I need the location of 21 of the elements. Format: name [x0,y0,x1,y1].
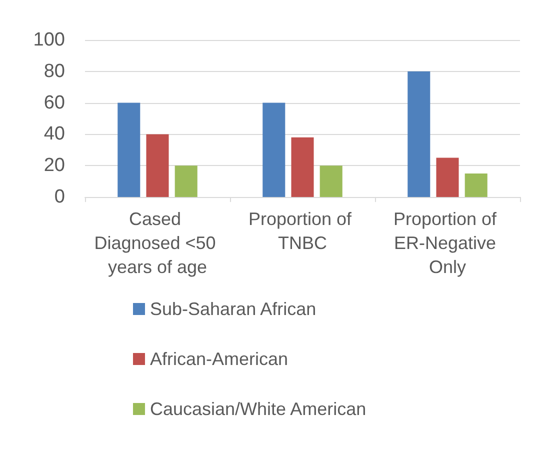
x-tick-label: Cased Diagnosed <50 years of age [94,209,221,277]
legend-label: African-American [150,349,288,369]
legend-label: Caucasian/White American [150,399,366,419]
y-tick-label: 80 [44,60,65,82]
bar [320,166,342,197]
x-tick-label: Proportion of ER-Negative Only [393,209,502,277]
legend-label: Sub-Saharan African [150,299,316,319]
bar [146,134,169,197]
x-tick-label: Proportion of TNBC [248,209,357,253]
bar [436,158,459,197]
bar [464,173,488,197]
y-tick-label: 20 [44,155,65,176]
y-tick-label: 0 [54,186,65,208]
bar [118,102,140,197]
bar [291,137,314,197]
y-tick-label: 40 [44,124,65,145]
bar [262,102,286,197]
bar [408,71,430,197]
y-tick-label: 60 [44,92,65,114]
bar [174,166,198,197]
y-tick-label: 100 [33,30,65,50]
